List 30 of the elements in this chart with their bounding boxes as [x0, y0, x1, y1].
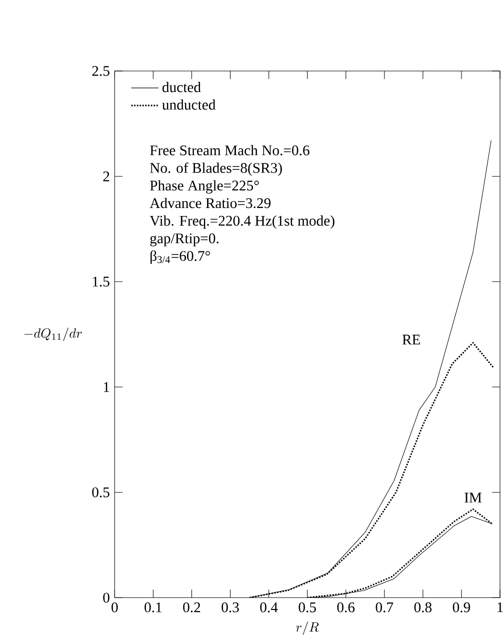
annotation: RE: [402, 334, 420, 344]
x-tick-label: 0.8: [414, 602, 432, 612]
annotation: Phase Angle=225°: [150, 180, 259, 194]
legend-label: ducted: [162, 82, 201, 92]
x-tick-label: 0.1: [144, 602, 162, 612]
annotation: Free Stream Mach No.=0.6: [150, 145, 310, 156]
x-tick-label: 0.2: [183, 602, 200, 612]
annotation: Vib. Freq.=220.4 Hz(1st mode): [150, 215, 334, 229]
y-tick-label: 1: [104, 382, 110, 392]
x-tick-label: 1: [498, 602, 503, 612]
annotation: β$_{3/4}$=60.7°: [150, 250, 210, 264]
annotation: gap/Rtip=0.: [150, 233, 218, 246]
x-tick-label: 0.9: [452, 602, 470, 612]
x-tick-label: 0.5: [298, 602, 316, 612]
y-tick-label: 2: [103, 171, 110, 182]
x-tick-label: 0.7: [376, 602, 394, 612]
x-tick-label: 0: [112, 602, 118, 612]
x-tick-label: 0.6: [337, 602, 355, 612]
x-tick-label: 0.4: [260, 602, 278, 612]
y-tick-label: 2.5: [92, 66, 110, 76]
annotation: Advance Ratio=3.29: [150, 198, 271, 208]
x-tick-label: 0.3: [222, 602, 239, 612]
y-tick-label: 0.5: [92, 487, 110, 498]
legend-label: unducted: [162, 99, 216, 110]
y-axis-title: $-dQ_{11}/dr$: [24, 328, 82, 342]
x-axis-title: $r/R$: [296, 621, 319, 635]
annotation: No. of Blades=8(SR3): [150, 162, 282, 176]
y-tick-label: 1.5: [92, 276, 110, 287]
annotation: IM: [464, 492, 482, 502]
y-tick-label: 0: [103, 592, 110, 603]
